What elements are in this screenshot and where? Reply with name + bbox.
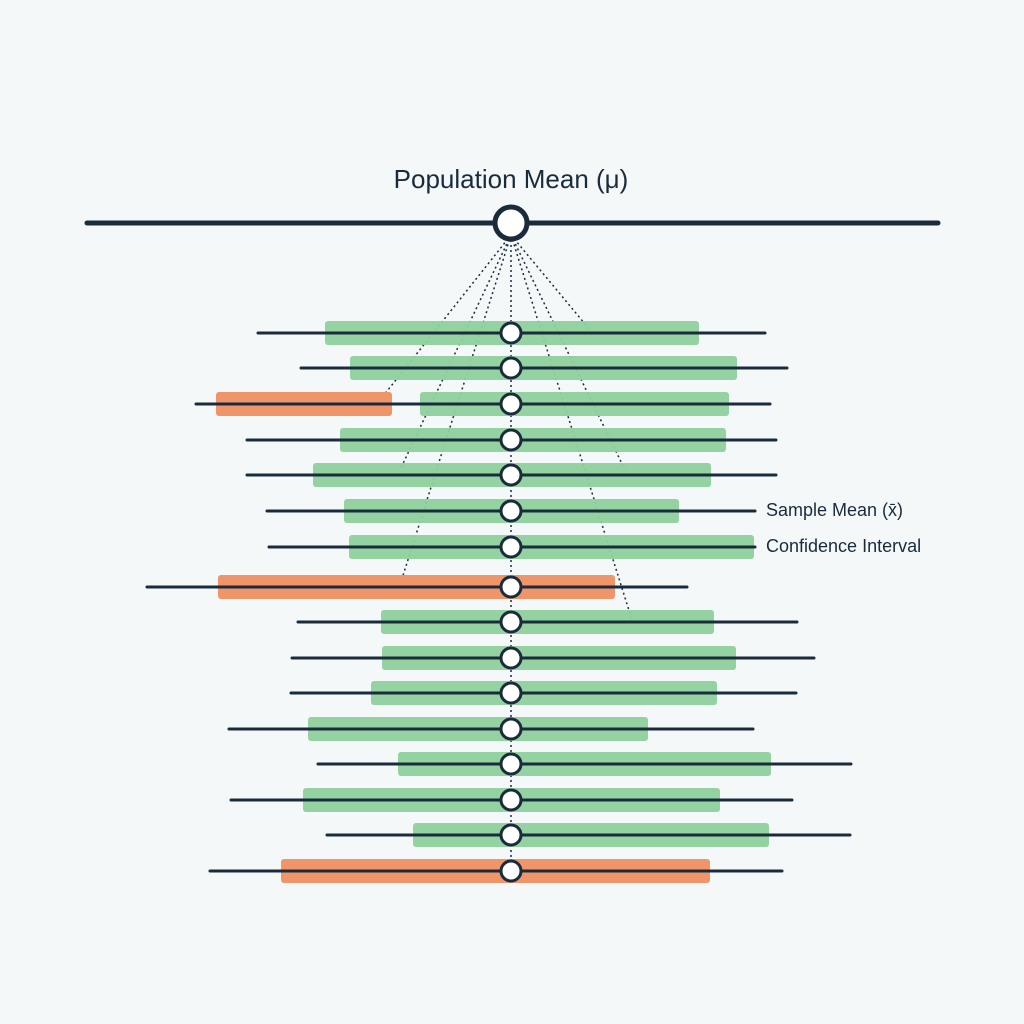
- sample-mean-label: Sample Mean (x̄): [766, 500, 903, 520]
- sample-mean-marker: [499, 646, 523, 670]
- sample-mean-marker: [499, 535, 523, 559]
- sample-mean-marker: [499, 392, 523, 416]
- sample-mean-marker: [499, 463, 523, 487]
- dotted-guide: [510, 234, 626, 471]
- sample-mean-marker: [499, 499, 523, 523]
- sample-mean-marker: [499, 610, 523, 634]
- sample-mean-marker: [499, 321, 523, 345]
- sample-mean-marker: [499, 823, 523, 847]
- sample-mean-marker: [499, 681, 523, 705]
- confidence-interval-label: Confidence Interval: [766, 536, 921, 556]
- sample-mean-marker: [499, 717, 523, 741]
- population-mean-marker: [492, 204, 530, 242]
- sample-mean-marker: [499, 859, 523, 883]
- dotted-guide: [399, 234, 512, 586]
- sample-mean-marker: [499, 788, 523, 812]
- sample-mean-marker: [499, 752, 523, 776]
- sample-mean-marker: [499, 356, 523, 380]
- title: Population Mean (μ): [394, 164, 629, 194]
- sample-mean-marker: [499, 575, 523, 599]
- intervals: [145, 321, 853, 883]
- dotted-guide: [510, 234, 591, 331]
- sample-mean-marker: [499, 428, 523, 452]
